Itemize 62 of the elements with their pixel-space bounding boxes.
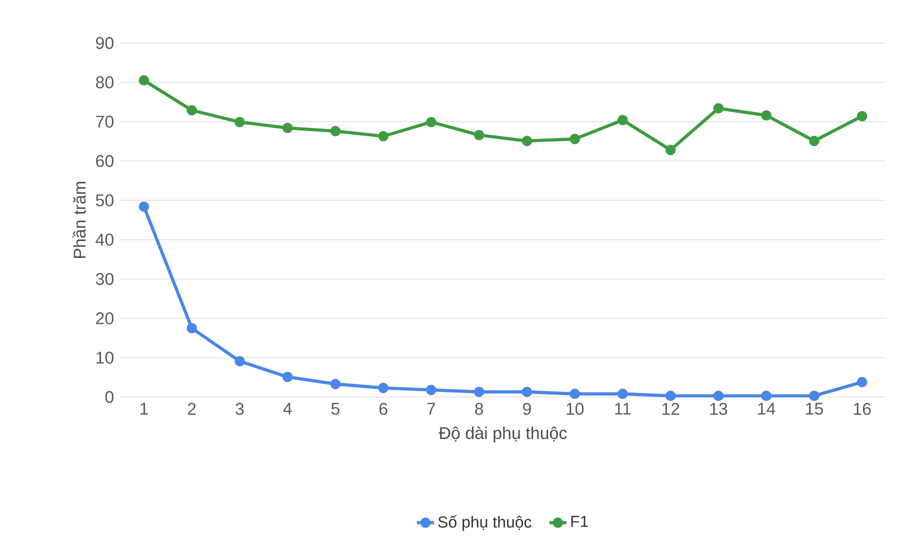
x-tick-label: 10 bbox=[566, 402, 584, 415]
y-tick-label: 40 bbox=[96, 234, 114, 246]
legend-label: F1 bbox=[571, 516, 588, 527]
point bbox=[282, 122, 293, 134]
point bbox=[522, 136, 532, 146]
legend-label: Số phụ thuộc bbox=[438, 515, 532, 531]
y-tick-label: 60 bbox=[96, 154, 114, 168]
point bbox=[522, 386, 532, 398]
point bbox=[665, 144, 676, 156]
y-tick-label: 0 bbox=[105, 390, 114, 404]
point bbox=[234, 116, 245, 128]
point bbox=[856, 376, 868, 388]
x-tick-label: 1 bbox=[140, 402, 148, 415]
point bbox=[330, 378, 341, 390]
y-tick-label: 50 bbox=[96, 194, 114, 206]
x-tick-label: 14 bbox=[758, 402, 776, 415]
x-tick-label: 12 bbox=[662, 402, 680, 415]
x-tick-label: 15 bbox=[806, 402, 823, 415]
x-tick-label: 16 bbox=[854, 402, 871, 415]
x-tick-label: 2 bbox=[188, 402, 196, 415]
point bbox=[761, 110, 772, 121]
x-tick-label: 5 bbox=[331, 402, 340, 415]
x-tick-label: 13 bbox=[710, 402, 728, 415]
point bbox=[378, 382, 388, 394]
point bbox=[713, 103, 724, 114]
point bbox=[665, 390, 676, 401]
point bbox=[761, 390, 772, 401]
point bbox=[138, 201, 150, 212]
x-tick-label: 9 bbox=[523, 402, 531, 415]
point bbox=[426, 116, 436, 128]
x-tick-label: 6 bbox=[379, 402, 388, 415]
point bbox=[570, 134, 580, 144]
point bbox=[474, 386, 484, 398]
x-axis-title: Độ dài phụ thuộc bbox=[438, 426, 567, 442]
point bbox=[378, 131, 388, 142]
point bbox=[809, 136, 820, 146]
point bbox=[282, 372, 293, 382]
point bbox=[474, 130, 484, 140]
y-tick-label: 80 bbox=[96, 76, 114, 88]
x-tick-label: 11 bbox=[615, 402, 631, 415]
y-tick-label: 20 bbox=[96, 312, 114, 324]
y-tick-label: 70 bbox=[96, 116, 114, 128]
point bbox=[713, 390, 724, 401]
y-tick-label: 90 bbox=[96, 36, 114, 50]
point bbox=[138, 75, 150, 86]
point bbox=[186, 322, 197, 334]
point bbox=[234, 356, 245, 366]
x-tick-label: 4 bbox=[283, 402, 292, 415]
y-tick-label: 30 bbox=[96, 272, 114, 286]
y-tick-label: 10 bbox=[96, 352, 114, 364]
point bbox=[186, 105, 197, 116]
point bbox=[330, 126, 341, 136]
x-tick-label: 3 bbox=[236, 402, 244, 415]
x-tick-label: 7 bbox=[427, 402, 436, 415]
y-axis-title: Phần trăm bbox=[72, 182, 86, 258]
point bbox=[618, 388, 628, 400]
point bbox=[856, 110, 868, 122]
point bbox=[618, 114, 628, 126]
point bbox=[809, 390, 820, 401]
point bbox=[570, 388, 580, 400]
point bbox=[426, 384, 436, 396]
x-tick-label: 8 bbox=[475, 402, 484, 415]
